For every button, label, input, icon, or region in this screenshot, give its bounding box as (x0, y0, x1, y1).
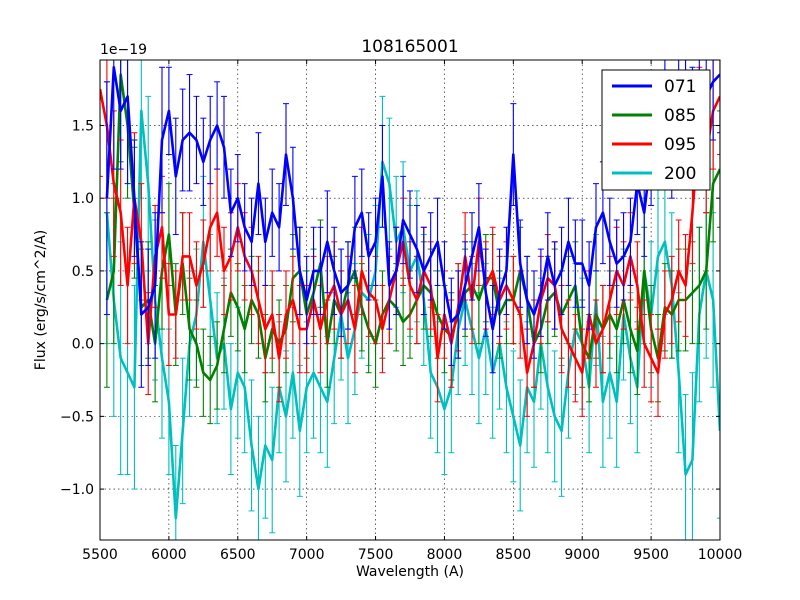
legend-label-095: 095 (664, 135, 696, 155)
series-line-085 (105, 73, 720, 382)
plot-frame (99, 59, 721, 541)
series-group (100, 60, 720, 540)
x-tick-label: 7000 (289, 547, 325, 563)
x-tick-label: 9500 (633, 547, 669, 563)
x-tick-label: 6500 (220, 547, 256, 563)
chart-title: 108165001 (361, 37, 458, 57)
series-line-071 (105, 66, 720, 331)
axis-ticks: 5500 6000 6500 7000 7500 8000 8500 9000 9500 1000… (60, 60, 742, 563)
legend-label-085: 085 (664, 106, 696, 126)
y-tick-label: 1.0 (72, 191, 94, 207)
y-axis-label: Flux (erg/s/cm^2/A) (33, 230, 49, 370)
y-tick-label: 0.0 (72, 337, 94, 353)
y-tick-label: 1.5 (72, 118, 94, 134)
x-tick-label: 7500 (358, 547, 394, 563)
legend-label-071: 071 (664, 77, 696, 97)
x-tick-label: 8500 (496, 547, 532, 563)
x-tick-label: 5500 (82, 547, 118, 563)
x-tick-label: 10000 (698, 547, 743, 563)
x-tick-label: 8000 (427, 547, 463, 563)
legend: 071 085 095 200 (601, 69, 711, 191)
x-tick-label: 6000 (151, 547, 187, 563)
legend-box (601, 69, 711, 191)
x-tick-label: 9000 (564, 547, 600, 563)
series-line-200 (105, 109, 720, 520)
y-tick-label: −0.5 (60, 409, 94, 425)
y-scale-label: 1e−19 (100, 42, 147, 58)
series-071 (103, 60, 720, 388)
x-axis-label: Wavelength (A) (356, 564, 464, 580)
y-tick-label: 0.5 (72, 264, 94, 280)
legend-label-200: 200 (664, 164, 696, 184)
y-tick-label: −1.0 (60, 482, 94, 498)
